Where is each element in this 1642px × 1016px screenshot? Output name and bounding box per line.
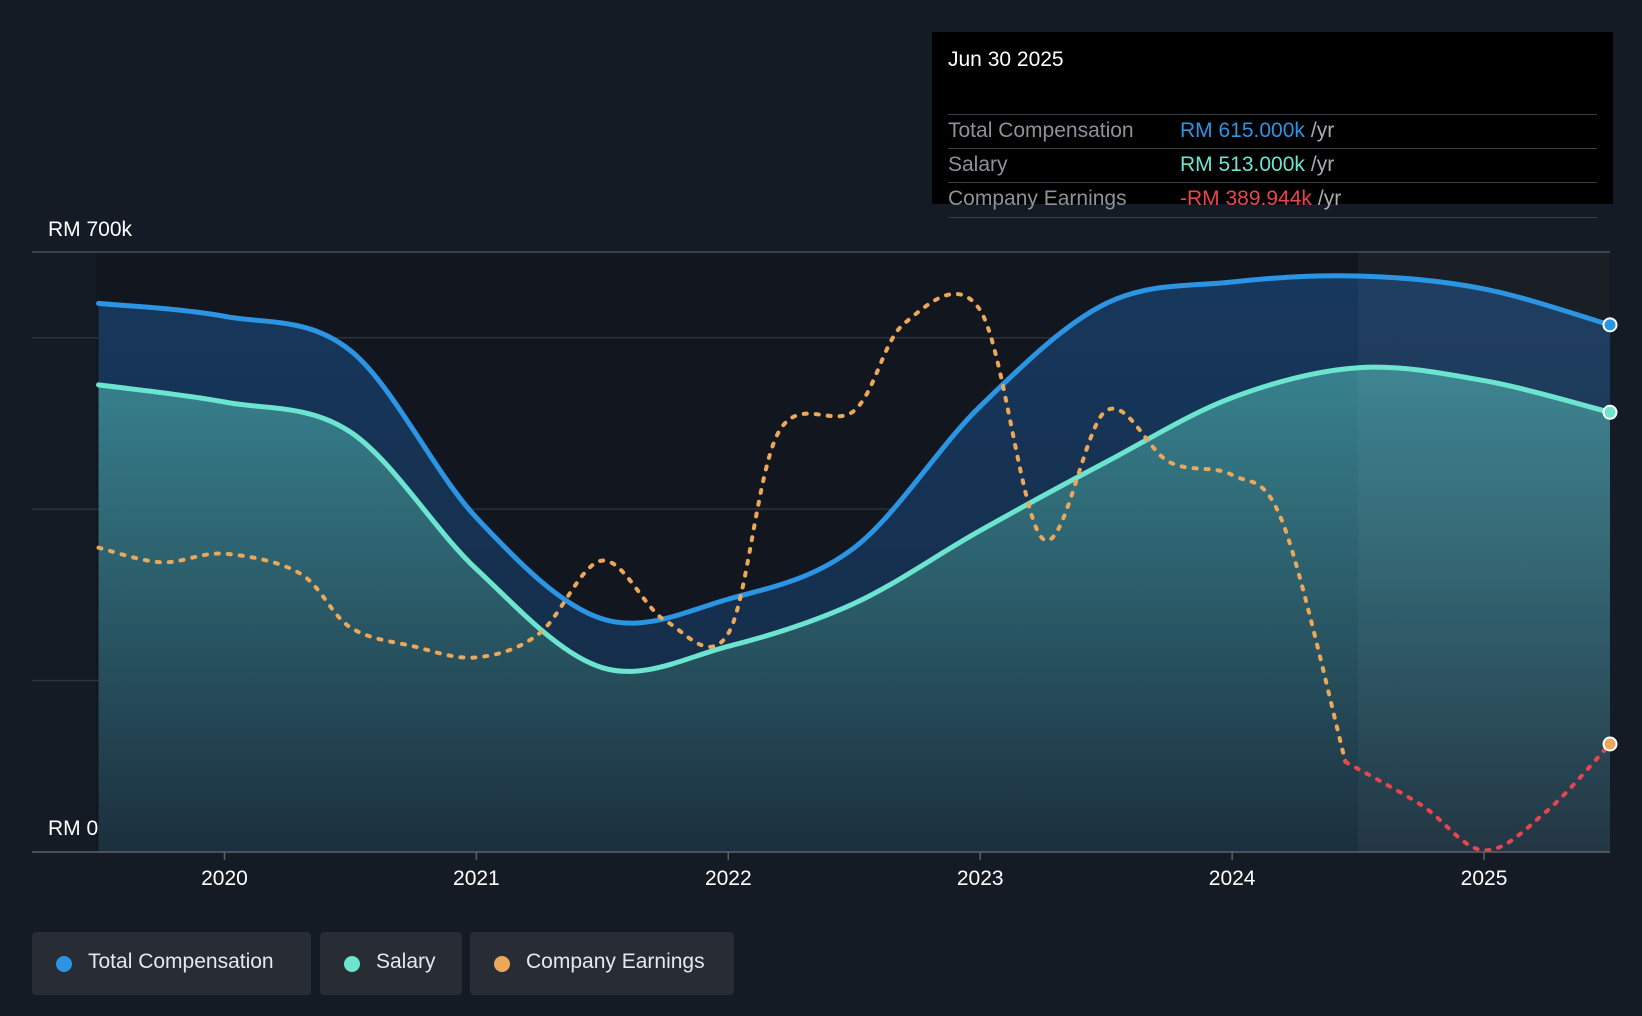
legend-label: Salary <box>376 950 436 973</box>
tooltip-date: Jun 30 2025 <box>948 48 1064 71</box>
company-earnings-end-marker <box>1602 736 1618 752</box>
salary-line <box>96 364 1613 674</box>
tooltip-row-total-compensation: Total Compensation RM 615.000k/yr <box>948 114 1597 149</box>
y-axis-min-label: RM 0 <box>48 817 98 840</box>
tooltip-value: -RM 389.944k/yr <box>1180 187 1341 211</box>
tooltip-value-number: RM 513.000k <box>1180 153 1305 176</box>
company-earnings-line <box>96 292 1348 764</box>
tooltip-row-company-earnings: Company Earnings -RM 389.944k/yr <box>948 182 1597 218</box>
tooltip-value: RM 513.000k/yr <box>1180 153 1334 177</box>
forecast-highlight <box>1358 252 1610 852</box>
tooltip-unit: /yr <box>1310 119 1335 142</box>
tooltip-label: Company Earnings <box>948 187 1127 210</box>
x-tick-label: 2023 <box>957 867 1004 890</box>
x-axis-ticks: 2020 2021 2022 2023 2024 2025 <box>201 852 1507 890</box>
legend-dot-icon <box>56 956 72 972</box>
end-markers <box>1602 317 1618 752</box>
total-compensation-end-marker <box>1602 317 1618 333</box>
x-tick-label: 2024 <box>1209 867 1256 890</box>
salary-end-marker <box>1602 404 1618 420</box>
tooltip-unit: /yr <box>1310 153 1335 176</box>
tooltip: Jun 30 2025 Total Compensation RM 615.00… <box>932 32 1613 218</box>
x-tick-label: 2021 <box>453 867 500 890</box>
legend-total-compensation[interactable]: Total Compensation <box>32 932 311 995</box>
tooltip-label: Salary <box>948 153 1008 176</box>
tooltip-value: RM 615.000k/yr <box>1180 119 1334 143</box>
total-compensation-line <box>96 273 1613 626</box>
tooltip-row-salary: Salary RM 513.000k/yr <box>948 148 1597 183</box>
tooltip-value-number: RM 615.000k <box>1180 119 1305 142</box>
legend-dot-icon <box>344 956 360 972</box>
legend-salary[interactable]: Salary <box>320 932 462 995</box>
tooltip-value-number: -RM 389.944k <box>1180 187 1312 210</box>
y-axis-max-label: RM 700k <box>48 218 133 241</box>
legend-company-earnings[interactable]: Company Earnings <box>470 932 734 995</box>
x-tick-label: 2020 <box>201 867 248 890</box>
tooltip-label: Total Compensation <box>948 119 1134 142</box>
x-tick-label: 2022 <box>705 867 752 890</box>
salary-area <box>98 367 1610 852</box>
legend-label: Company Earnings <box>526 950 705 973</box>
legend-dot-icon <box>494 956 510 972</box>
tooltip-unit: /yr <box>1317 187 1342 210</box>
x-tick-label: 2025 <box>1461 867 1508 890</box>
legend-label: Total Compensation <box>88 950 274 973</box>
